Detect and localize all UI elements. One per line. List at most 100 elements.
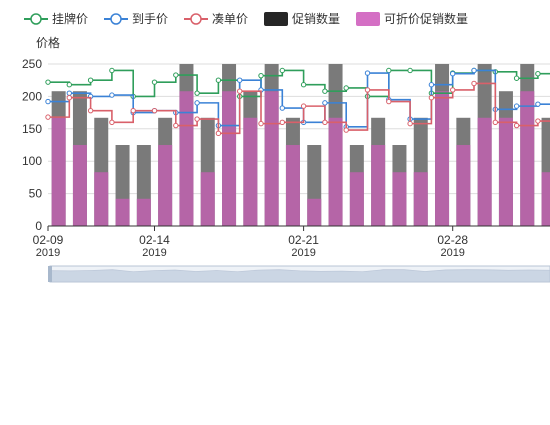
- line-point: [535, 71, 541, 77]
- line-point: [471, 67, 477, 74]
- line-point: [194, 116, 200, 122]
- bar-discount-promo-count: [243, 117, 258, 226]
- bar-discount-promo-count: [264, 91, 279, 226]
- line-point: [279, 67, 285, 74]
- legend-label: 到手价: [132, 12, 168, 26]
- legend[interactable]: 挂牌价 到手价 凑单价 促销数量 可折价促销数量: [24, 11, 468, 26]
- line-point: [45, 98, 51, 105]
- line-point: [279, 119, 285, 126]
- line-point: [215, 77, 222, 83]
- y-tick-label: 150: [22, 122, 42, 136]
- line-point: [173, 72, 179, 78]
- line-point: [45, 114, 51, 120]
- bar-discount-promo-count: [328, 117, 343, 226]
- line-point: [364, 87, 371, 93]
- legend-item[interactable]: 到手价: [104, 12, 168, 26]
- y-axis-label: 价格: [36, 35, 60, 50]
- line-point: [343, 85, 349, 91]
- line-point: [450, 87, 456, 93]
- line-point: [535, 118, 541, 124]
- x-tick-label: 02-14: [139, 233, 170, 247]
- x-tick-label: 02-09: [33, 233, 64, 247]
- x-tick-label: 02-28: [437, 233, 468, 247]
- legend-item[interactable]: 可折价促销数量: [356, 11, 468, 26]
- bar-discount-promo-count: [72, 145, 87, 226]
- x-tick-label: 02-21: [288, 233, 319, 247]
- bar-discount-promo-count: [115, 198, 130, 226]
- line-point: [258, 72, 264, 79]
- y-tick-label: 100: [22, 154, 42, 168]
- y-tick-label: 50: [29, 187, 43, 201]
- legend-marker-icon: [30, 13, 42, 25]
- axes: 05010015020025002-09201902-14201902-2120…: [22, 57, 550, 259]
- line-point: [407, 67, 413, 74]
- bar-discount-promo-count: [285, 145, 300, 226]
- bar-discount-promo-count: [200, 172, 215, 226]
- line-point: [194, 100, 200, 106]
- bar-discount-promo-count: [413, 172, 428, 226]
- bar-discount-promo-count: [307, 198, 322, 226]
- legend-label: 促销数量: [292, 11, 340, 26]
- y-tick-label: 200: [22, 89, 42, 103]
- bar-promo-count: [541, 117, 550, 226]
- line-point: [45, 79, 51, 85]
- legend-marker-icon: [190, 13, 202, 25]
- line-series-path: [48, 69, 550, 128]
- line-point: [279, 105, 285, 111]
- legend-label: 凑单价: [212, 12, 248, 26]
- y-tick-label: 250: [22, 57, 42, 71]
- x-tick-year: 2019: [440, 247, 464, 259]
- line-point: [130, 107, 136, 114]
- line-point: [300, 82, 307, 88]
- line-point: [300, 103, 307, 109]
- bar-discount-promo-count: [477, 117, 492, 226]
- bar-discount-promo-count: [136, 198, 151, 226]
- bar-discount-promo-count: [435, 91, 450, 226]
- x-tick-year: 2019: [36, 247, 60, 259]
- legend-swatch-icon: [356, 12, 380, 26]
- line-point: [386, 98, 392, 105]
- legend-label: 挂牌价: [52, 12, 88, 26]
- line-point: [535, 101, 541, 107]
- legend-item[interactable]: 凑单价: [184, 12, 248, 26]
- line-point: [109, 92, 115, 98]
- line-point: [87, 77, 94, 83]
- line-point: [66, 82, 73, 88]
- x-tick-year: 2019: [142, 247, 166, 259]
- zoom-preview-area: [49, 269, 550, 283]
- line-point: [343, 127, 349, 133]
- line-point: [450, 71, 456, 77]
- line-point: [513, 122, 520, 129]
- line-point: [407, 120, 413, 127]
- legend-item[interactable]: 挂牌价: [24, 12, 88, 26]
- line-point: [513, 75, 520, 81]
- line-point: [471, 80, 477, 87]
- line-point: [513, 103, 520, 109]
- line-point: [109, 119, 115, 126]
- line-point: [109, 67, 115, 74]
- x-tick-year: 2019: [291, 247, 315, 259]
- bar-discount-promo-count: [94, 172, 109, 226]
- legend-item[interactable]: 促销数量: [264, 11, 340, 26]
- line-point: [322, 100, 328, 106]
- bar-discount-promo-count: [179, 91, 194, 226]
- line-point: [173, 122, 179, 129]
- line-point: [237, 88, 243, 94]
- line-point: [386, 67, 392, 74]
- legend-marker-icon: [110, 13, 122, 25]
- bar-discount-promo-count: [158, 145, 173, 226]
- bar-discount-promo-count: [222, 91, 237, 226]
- zoom-handle-left[interactable]: [48, 266, 52, 282]
- bar-discount-promo-count: [51, 117, 66, 226]
- line-point: [151, 107, 158, 114]
- line-point: [492, 119, 498, 126]
- line-point: [428, 94, 435, 101]
- line-point: [66, 94, 73, 101]
- data-zoom-slider[interactable]: [48, 265, 550, 283]
- bar-discount-promo-count: [541, 172, 550, 226]
- line-point: [87, 107, 94, 114]
- bar-series: [51, 64, 550, 226]
- line-point: [322, 119, 328, 126]
